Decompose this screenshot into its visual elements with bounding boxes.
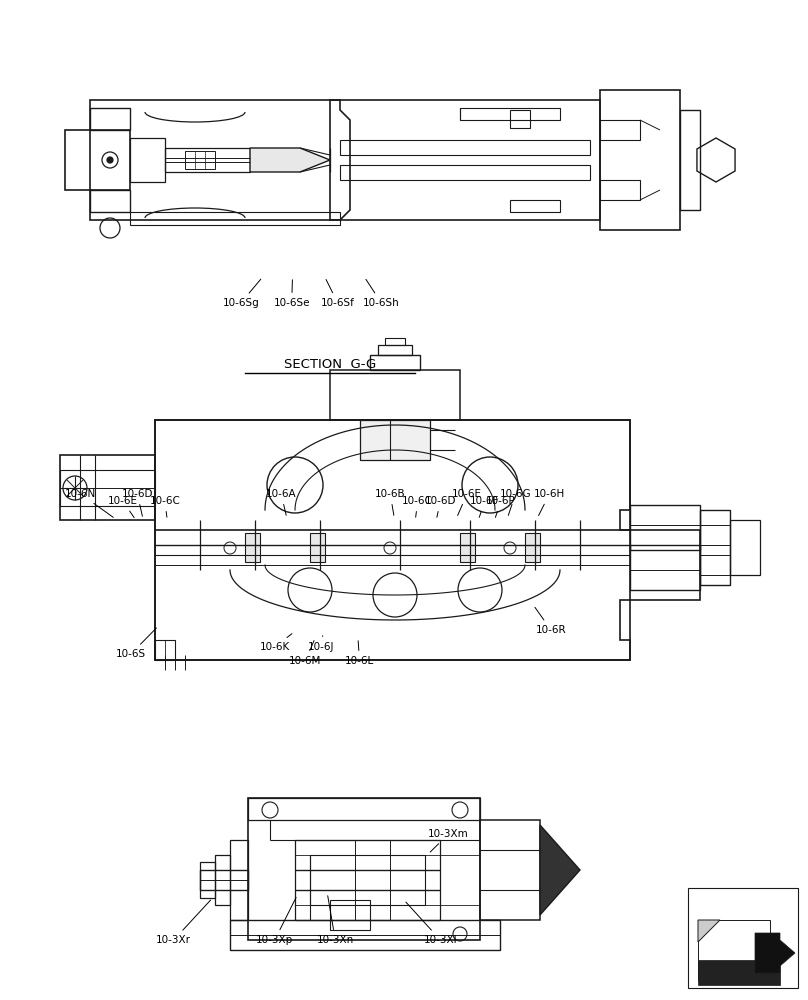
Polygon shape [755, 933, 795, 973]
Text: 10-3Xm: 10-3Xm [428, 829, 469, 852]
Polygon shape [245, 533, 260, 562]
Text: 10-3Xl: 10-3Xl [406, 902, 457, 945]
Text: 10-3Xr: 10-3Xr [156, 900, 211, 945]
Text: 10-6G: 10-6G [499, 489, 532, 515]
Text: 10-6Se: 10-6Se [273, 280, 310, 308]
Text: 10-3Xp: 10-3Xp [256, 897, 296, 945]
Polygon shape [698, 920, 720, 942]
Polygon shape [698, 960, 780, 985]
Text: 10-6S: 10-6S [116, 628, 157, 659]
Text: 10-6K: 10-6K [259, 634, 292, 652]
Text: 10-6L: 10-6L [345, 641, 374, 666]
Text: 10-6H: 10-6H [534, 489, 565, 516]
Polygon shape [698, 920, 770, 980]
Text: 10-3Xn: 10-3Xn [317, 896, 354, 945]
Circle shape [107, 157, 113, 163]
Text: 10-6C: 10-6C [149, 496, 180, 517]
Text: 10-6M: 10-6M [289, 641, 322, 666]
Text: 10-6F: 10-6F [470, 496, 499, 517]
Text: 10-6Sg: 10-6Sg [222, 279, 261, 308]
Text: 10-6N: 10-6N [65, 489, 113, 517]
Text: 10-6E: 10-6E [107, 496, 138, 518]
Polygon shape [310, 533, 325, 562]
Text: 10-6R: 10-6R [535, 607, 566, 635]
Text: 10-6B: 10-6B [375, 489, 406, 515]
Text: 10-6Sf: 10-6Sf [321, 279, 355, 308]
Text: 10-6D: 10-6D [425, 496, 456, 517]
Text: 10-6J: 10-6J [308, 636, 334, 652]
Text: 10-6P: 10-6P [486, 496, 516, 517]
Text: 10-6Sh: 10-6Sh [363, 279, 400, 308]
Text: 10-6D: 10-6D [122, 489, 153, 516]
Text: SECTION  G-G: SECTION G-G [284, 359, 376, 371]
Polygon shape [540, 825, 580, 915]
Text: 10-6E: 10-6E [452, 489, 482, 515]
Polygon shape [250, 148, 330, 172]
Polygon shape [460, 533, 475, 562]
Text: 10-6C: 10-6C [402, 496, 433, 517]
Text: 10-6A: 10-6A [266, 489, 297, 515]
Polygon shape [525, 533, 540, 562]
Polygon shape [360, 420, 430, 460]
